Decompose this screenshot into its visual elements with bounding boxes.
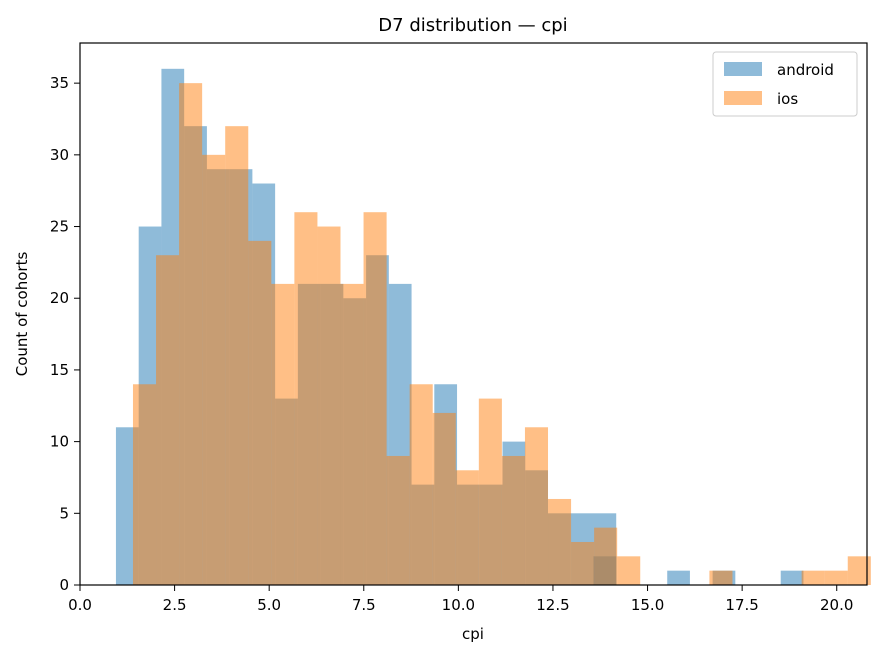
android-bar [780, 570, 804, 585]
ios-bar [501, 455, 525, 585]
ios-bar [478, 398, 502, 585]
y-tick-label: 35 [50, 74, 69, 92]
ios-bar [363, 212, 387, 585]
ios-bar [455, 470, 479, 585]
y-tick-label: 20 [50, 289, 69, 307]
ios-bar [179, 83, 203, 586]
ios-bar [594, 527, 618, 585]
plot-frame [79, 42, 868, 586]
ios-bar [847, 556, 871, 585]
ios-bar [709, 570, 733, 585]
ios-bar [248, 240, 272, 585]
ios-bar [225, 126, 249, 585]
x-tick-label: 0.0 [68, 596, 92, 614]
y-tick-label: 10 [50, 433, 69, 451]
ios-bar [824, 570, 848, 585]
ios-bar [617, 556, 641, 585]
y-tick-label: 30 [50, 146, 69, 164]
y-axis-label: Count of cohorts [13, 252, 31, 377]
ios-bar [271, 283, 295, 585]
ios-bar [801, 570, 825, 585]
x-tick-label: 7.5 [352, 596, 376, 614]
ios-bar [432, 412, 456, 585]
x-axis-ticks: 0.0 2.5 5.0 7.5 10.0 12.5 15.0 17.5 20.0 [68, 585, 853, 614]
x-axis-label: cpi [462, 625, 484, 643]
ios-bar [386, 455, 410, 585]
ios-bar [524, 427, 549, 585]
y-tick-label: 25 [50, 218, 69, 236]
legend-swatch-android [724, 62, 762, 76]
legend-label-android: android [777, 61, 834, 79]
ios-bar [294, 212, 318, 585]
ios-bar [202, 154, 226, 586]
legend-swatch-ios [724, 91, 762, 105]
ios-bar [340, 283, 364, 585]
x-tick-label: 15.0 [631, 596, 664, 614]
legend-label-ios: ios [777, 90, 798, 108]
x-tick-label: 2.5 [163, 596, 187, 614]
x-tick-label: 5.0 [257, 596, 281, 614]
ios-bar [132, 384, 157, 585]
y-axis-ticks: 0 5 10 15 20 25 30 35 [50, 74, 80, 594]
legend: android ios [712, 51, 858, 117]
ios-bars [132, 83, 871, 586]
ios-bar [317, 226, 341, 585]
chart-title: D7 distribution — cpi [378, 15, 567, 36]
ios-bar [548, 498, 572, 585]
android-bar [667, 570, 690, 585]
y-tick-label: 15 [50, 361, 69, 379]
x-tick-label: 10.0 [442, 596, 475, 614]
ios-bar [571, 541, 595, 585]
ios-bar [156, 255, 180, 585]
x-tick-label: 12.5 [536, 596, 569, 614]
x-tick-label: 17.5 [725, 596, 758, 614]
x-tick-label: 20.0 [820, 596, 853, 614]
y-tick-label: 5 [59, 504, 69, 522]
ios-bar [409, 384, 433, 585]
y-tick-label: 0 [59, 576, 69, 594]
